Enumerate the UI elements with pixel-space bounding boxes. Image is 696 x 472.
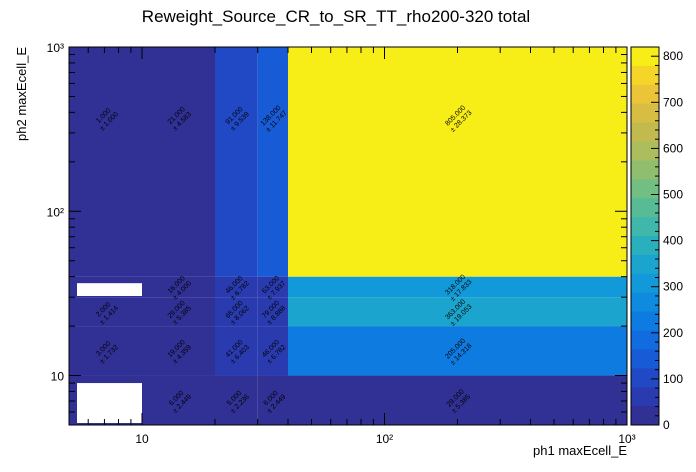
heatmap-cell bbox=[287, 47, 627, 277]
heatmap-cell bbox=[214, 326, 258, 376]
y-axis-label: ph2 maxEcell_E bbox=[14, 47, 29, 141]
heatmap-cell bbox=[141, 326, 215, 376]
color-scale-tick-label: 600 bbox=[663, 141, 683, 155]
color-scale-tick-label: 100 bbox=[663, 372, 683, 386]
color-band bbox=[631, 160, 659, 180]
color-scale-frame bbox=[630, 46, 660, 426]
heatmap-cell bbox=[287, 276, 627, 298]
heatmap-cell bbox=[141, 375, 215, 425]
color-band bbox=[631, 349, 659, 369]
empty-cell bbox=[77, 283, 142, 296]
color-scale-tick-label: 700 bbox=[663, 95, 683, 109]
color-band bbox=[631, 387, 659, 407]
color-scale-tick-label: 200 bbox=[663, 326, 683, 340]
color-band bbox=[631, 292, 659, 313]
heatmap-cell bbox=[69, 297, 142, 327]
color-band bbox=[631, 198, 659, 218]
color-band bbox=[631, 179, 659, 199]
x-tick-label: 10³ bbox=[618, 432, 635, 446]
heatmap-cell bbox=[257, 276, 288, 298]
color-scale-ticks: 0 100 200 300 400 500 600 700 800 bbox=[651, 49, 683, 432]
x-axis-ticks: 10 10² 10³ bbox=[68, 47, 636, 446]
y-tick-label: 10³ bbox=[47, 41, 64, 55]
heatmap-cell bbox=[257, 47, 288, 277]
heatmap-cell bbox=[257, 297, 288, 327]
color-scale-tick-label: 400 bbox=[663, 234, 683, 248]
heatmap-cell bbox=[257, 375, 288, 425]
color-scale-tick-label: 500 bbox=[663, 188, 683, 202]
plot-frame bbox=[68, 46, 628, 426]
heatmap-cell bbox=[69, 47, 142, 277]
color-band bbox=[631, 103, 659, 124]
color-band bbox=[631, 141, 659, 161]
y-tick-label: 10 bbox=[51, 370, 65, 384]
x-tick-label: 10² bbox=[376, 432, 393, 446]
color-band bbox=[631, 406, 659, 426]
x-axis-label: ph1 maxEcell_E bbox=[533, 443, 627, 458]
heatmap-cell bbox=[141, 276, 215, 298]
y-tick-label: 10² bbox=[47, 205, 64, 219]
color-band bbox=[631, 273, 659, 294]
color-scale-tick-label: 800 bbox=[663, 49, 683, 63]
heatmap-cell bbox=[257, 326, 288, 376]
heatmap-cells bbox=[69, 47, 627, 425]
color-band bbox=[631, 65, 659, 86]
x-tick-label: 10 bbox=[135, 432, 149, 446]
heatmap-cell bbox=[69, 326, 142, 376]
color-band bbox=[631, 368, 659, 388]
color-band bbox=[631, 254, 659, 275]
color-scale-bar bbox=[630, 46, 660, 426]
heatmap-cell bbox=[287, 375, 627, 425]
color-band bbox=[631, 84, 659, 105]
color-band bbox=[631, 311, 659, 331]
color-scale-tick-label: 0 bbox=[663, 418, 670, 432]
y-axis-ticks: 10 10² 10³ bbox=[47, 41, 627, 426]
heatmap-cell bbox=[141, 47, 215, 277]
color-band bbox=[631, 47, 659, 67]
heatmap-cell bbox=[214, 375, 258, 425]
color-scale-tick-label: 300 bbox=[663, 280, 683, 294]
heatmap-cell bbox=[214, 297, 258, 327]
color-band bbox=[631, 236, 659, 256]
empty-cell bbox=[77, 383, 142, 423]
heatmap-cell bbox=[287, 326, 627, 376]
color-band bbox=[631, 330, 659, 350]
color-band bbox=[631, 122, 659, 142]
heatmap-cell bbox=[214, 276, 258, 298]
chart-title: Reweight_Source_CR_to_SR_TT_rho200-320 t… bbox=[142, 7, 530, 26]
heatmap-cell bbox=[141, 297, 215, 327]
heatmap-cell bbox=[287, 297, 627, 327]
color-band bbox=[631, 217, 659, 237]
heatmap-cell bbox=[214, 47, 258, 277]
